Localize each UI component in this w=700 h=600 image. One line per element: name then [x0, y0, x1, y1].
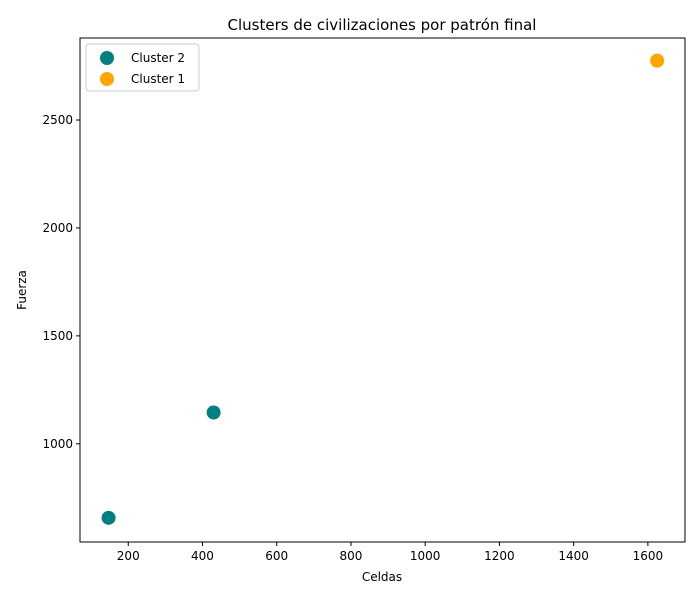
x-axis-ticks: 200 400 600 800 1000 1200 1400 1600	[117, 542, 663, 563]
y-axis-title: Fuerza	[15, 270, 29, 310]
legend-items: Cluster 2 Cluster 1	[100, 51, 185, 86]
legend-label: Cluster 1	[131, 72, 185, 86]
x-axis-title: Celdas	[362, 570, 402, 584]
y-tick-label: 1500	[42, 329, 73, 343]
x-tick-label: 400	[191, 549, 214, 563]
plot-frame	[79, 37, 686, 543]
y-tick-label: 2000	[42, 221, 73, 235]
y-tick-label: 2500	[42, 113, 73, 127]
y-tick-label: 1000	[42, 437, 73, 451]
chart-title: Clusters de civilizaciones por patrón fi…	[228, 16, 537, 34]
x-tick-label: 1400	[558, 549, 589, 563]
x-tick-label: 200	[117, 549, 140, 563]
x-tick-label: 600	[265, 549, 288, 563]
legend-marker	[100, 51, 114, 65]
legend: Cluster 2 Cluster 1	[85, 43, 200, 92]
y-axis-ticks: 1000 1500 2000 2500	[42, 113, 80, 451]
legend-marker	[100, 72, 114, 86]
legend-label: Cluster 2	[131, 51, 185, 65]
legend-box	[85, 43, 200, 92]
x-tick-label: 1200	[484, 549, 515, 563]
scatter-point	[101, 510, 116, 525]
scatter-point	[650, 53, 665, 68]
x-tick-label: 1600	[633, 549, 664, 563]
points-layer	[101, 53, 665, 525]
x-tick-label: 1000	[410, 549, 441, 563]
x-tick-label: 800	[339, 549, 362, 563]
scatter-point	[206, 405, 221, 420]
